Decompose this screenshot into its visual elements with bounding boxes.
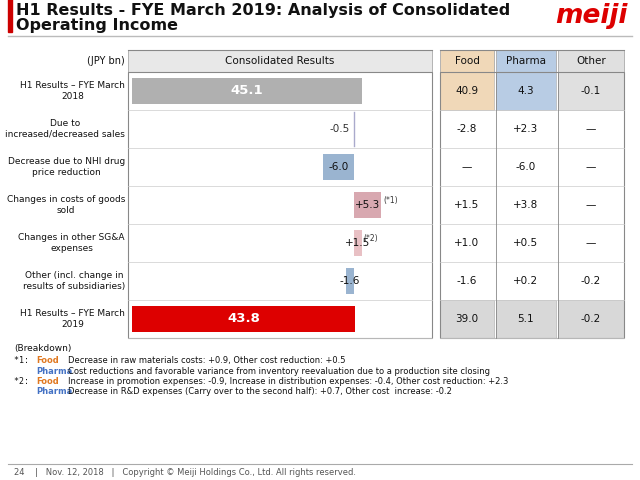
Text: -6.0: -6.0 [516,162,536,172]
Text: +0.2: +0.2 [513,276,539,286]
Text: 24    |   Nov. 12, 2018   |   Copyright © Meiji Holdings Co., Ltd. All rights re: 24 | Nov. 12, 2018 | Copyright © Meiji H… [14,468,356,477]
Text: (Breakdown): (Breakdown) [14,344,72,353]
Text: Pharma: Pharma [36,387,72,396]
Text: Changes in costs of goods
sold: Changes in costs of goods sold [6,195,125,215]
Text: Other: Other [576,56,606,66]
Text: meiji: meiji [556,3,628,29]
Text: —: — [586,200,596,210]
Text: Food: Food [36,377,59,386]
Text: Pharma: Pharma [36,367,72,375]
Text: Decrease in R&D expenses (Carry over to the second half): +0.7, Other cost  incr: Decrease in R&D expenses (Carry over to … [68,387,452,396]
Text: Decrease due to NHI drug
price reduction: Decrease due to NHI drug price reduction [8,157,125,177]
Text: Food: Food [36,356,59,365]
Text: 5.1: 5.1 [518,314,534,324]
Text: 40.9: 40.9 [456,86,479,96]
Text: +0.5: +0.5 [513,238,539,248]
Text: H1 Results – FYE March
2019: H1 Results – FYE March 2019 [20,309,125,329]
Text: Due to
increased/decreased sales: Due to increased/decreased sales [5,120,125,139]
Text: +2.3: +2.3 [513,124,539,134]
Text: +5.3: +5.3 [355,200,380,210]
Text: -0.1: -0.1 [581,86,601,96]
Bar [354,192,381,218]
Text: —: — [462,162,472,172]
Bar [346,268,354,294]
Bar [558,300,624,338]
Bar [440,72,494,110]
Bar [558,72,624,110]
Bar [496,72,556,110]
Bar [132,78,362,104]
Text: —: — [586,124,596,134]
Text: Decrease in raw materials costs: +0.9, Other cost reduction: +0.5: Decrease in raw materials costs: +0.9, O… [68,356,346,365]
Text: Changes in other SG&A
expenses: Changes in other SG&A expenses [19,233,125,252]
Bar [323,154,354,180]
Text: -1.6: -1.6 [340,276,360,286]
Text: -0.2: -0.2 [581,314,601,324]
Text: *2:: *2: [14,377,34,386]
Text: —: — [586,238,596,248]
Text: 43.8: 43.8 [227,312,260,325]
Text: -6.0: -6.0 [328,162,349,172]
Text: 39.0: 39.0 [456,314,479,324]
Bar [128,50,432,72]
Text: —: — [586,162,596,172]
Bar [440,300,494,338]
Text: 4.3: 4.3 [518,86,534,96]
Text: +3.8: +3.8 [513,200,539,210]
Bar [440,50,494,72]
Text: Operating Income: Operating Income [16,18,178,33]
Text: Cost reductions and favorable variance from inventory reevaluation due to a prod: Cost reductions and favorable variance f… [68,367,490,375]
Text: -2.8: -2.8 [457,124,477,134]
Text: H1 Results – FYE March
2018: H1 Results – FYE March 2018 [20,81,125,101]
Bar [8,0,12,32]
Text: Food: Food [454,56,479,66]
Text: (*1): (*1) [383,196,397,205]
Bar [496,50,556,72]
Text: H1 Results - FYE March 2019: Analysis of Consolidated: H1 Results - FYE March 2019: Analysis of… [16,3,510,18]
Text: -1.6: -1.6 [457,276,477,286]
Bar [496,300,556,338]
Bar [440,72,624,338]
Text: -0.5: -0.5 [330,124,350,134]
Text: (JPY bn): (JPY bn) [87,56,125,66]
Text: -0.2: -0.2 [581,276,601,286]
Bar [128,72,432,338]
Text: +1.5: +1.5 [345,238,371,248]
Text: +1.0: +1.0 [454,238,479,248]
Text: Increase in promotion expenses: -0.9, Increase in distribution expenses: -0.4, O: Increase in promotion expenses: -0.9, In… [68,377,508,386]
Bar [558,50,624,72]
Bar [354,230,362,256]
Text: (*2): (*2) [364,235,378,243]
Text: *1:: *1: [14,356,34,365]
Bar [132,306,355,332]
Text: Consolidated Results: Consolidated Results [225,56,335,66]
Text: Other (incl. change in
results of subsidiaries): Other (incl. change in results of subsid… [23,271,125,291]
Text: +1.5: +1.5 [454,200,479,210]
Text: 45.1: 45.1 [230,84,263,97]
Text: Pharma: Pharma [506,56,546,66]
